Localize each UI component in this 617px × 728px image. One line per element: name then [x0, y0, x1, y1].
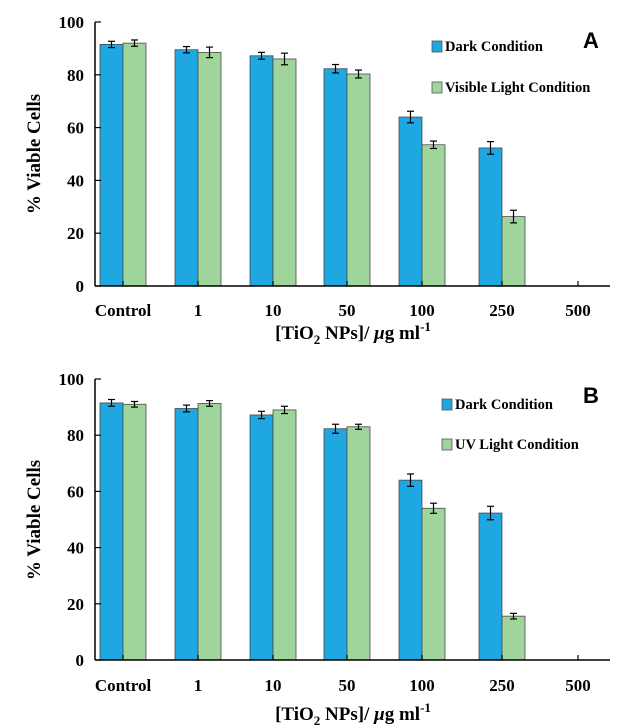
panel-label: A — [583, 28, 599, 53]
x-tick-labels: Control 1 10 50 100 250 500 — [95, 281, 591, 320]
bar-dark — [249, 414, 274, 661]
legend-swatch-dark — [431, 40, 443, 53]
y-tick-label: 80 — [67, 66, 84, 85]
y-tick-label: 0 — [76, 651, 85, 670]
error-bar — [206, 46, 213, 59]
y-tick-label: 60 — [67, 119, 84, 138]
y-ticks: 0 20 40 60 80 100 — [59, 13, 101, 296]
panel-label: B — [583, 383, 599, 408]
bar-dark — [99, 402, 124, 661]
legend-swatch-uv — [441, 438, 453, 451]
error-bar — [258, 51, 265, 60]
bar-dark — [398, 116, 423, 287]
bar-light — [346, 73, 371, 287]
x-tick-label: 10 — [265, 676, 282, 695]
bar-light — [122, 42, 147, 287]
x-tick-labels: Control 1 10 50 100 250 500 — [95, 655, 591, 695]
legend-label-dark: Dark Condition — [455, 397, 553, 413]
error-bar — [332, 423, 339, 434]
x-tick-label: 250 — [489, 301, 515, 320]
y-tick-label: 80 — [67, 426, 84, 445]
bar-light — [272, 409, 297, 661]
y-tick-label: 40 — [67, 171, 84, 190]
error-bar — [510, 209, 517, 224]
bar-dark — [398, 479, 423, 661]
error-bar — [281, 52, 288, 66]
bar-light — [421, 507, 446, 661]
error-bar — [510, 612, 517, 620]
error-bar — [131, 39, 138, 47]
bar-light — [501, 216, 526, 287]
bar-light — [197, 51, 222, 287]
error-bar — [407, 473, 414, 487]
x-axis-label: [TiO2 NPs]/ μg ml-1 — [275, 319, 431, 347]
legend-swatch-dark — [441, 398, 453, 411]
bar-light — [122, 403, 147, 661]
error-bar — [487, 140, 494, 155]
bar-dark — [323, 68, 348, 287]
bar-dark — [249, 55, 274, 287]
x-tick-label: 100 — [409, 301, 435, 320]
y-tick-label: 40 — [67, 539, 84, 558]
legend: Dark Condition UV Light Condition — [441, 397, 579, 453]
x-tick-label: 500 — [565, 301, 591, 320]
bar-dark — [478, 147, 503, 287]
legend: Dark Condition Visible Light Condition — [431, 39, 590, 96]
error-bar — [407, 110, 414, 124]
x-tick-label: 1 — [194, 676, 203, 695]
bar-light — [272, 58, 297, 287]
y-ticks: 0 20 40 60 80 100 — [59, 370, 101, 670]
error-bar — [183, 404, 190, 413]
bars — [99, 39, 526, 287]
bar-light — [346, 426, 371, 661]
x-tick-label: 10 — [265, 301, 282, 320]
error-bar — [430, 502, 437, 514]
error-bar — [206, 400, 213, 407]
bar-dark — [323, 428, 348, 661]
y-tick-label: 100 — [59, 13, 85, 32]
x-tick-label: Control — [95, 676, 152, 695]
error-bar — [108, 398, 115, 407]
chart-panel-b: B 0 20 40 60 80 100 Control 1 10 50 100 250 500 % V… — [24, 370, 610, 728]
error-bar — [430, 140, 437, 150]
chart-panel-a: A 0 20 40 60 80 100 Control 1 10 50 100 250 500 % V… — [24, 13, 610, 347]
legend-swatch-visible — [431, 81, 443, 94]
x-axis-label: [TiO2 NPs]/ μg ml-1 — [275, 700, 431, 728]
x-tick-label: 1 — [194, 301, 203, 320]
y-tick-label: 100 — [59, 370, 85, 389]
legend-label-uv: UV Light Condition — [455, 437, 579, 453]
bar-dark — [174, 408, 199, 661]
error-bar — [332, 63, 339, 74]
y-tick-label: 0 — [76, 277, 85, 296]
bar-light — [421, 144, 446, 287]
x-tick-label: 500 — [565, 676, 591, 695]
x-tick-label: 250 — [489, 676, 515, 695]
y-tick-label: 20 — [67, 224, 84, 243]
x-tick-label: 100 — [409, 676, 435, 695]
error-bar — [355, 69, 362, 79]
error-bar — [487, 505, 494, 521]
error-bar — [183, 45, 190, 54]
x-tick-label: 50 — [339, 301, 356, 320]
legend-label-dark: Dark Condition — [445, 39, 543, 55]
legend-label-visible: Visible Light Condition — [445, 80, 590, 96]
x-tick-label: Control — [95, 301, 152, 320]
bar-dark — [174, 49, 199, 287]
y-axis-label: % Viable Cells — [24, 460, 45, 580]
y-tick-label: 60 — [67, 482, 84, 501]
y-tick-label: 20 — [67, 595, 84, 614]
error-bar — [131, 400, 138, 408]
error-bar — [108, 40, 115, 49]
bar-light — [501, 615, 526, 661]
error-bar — [281, 405, 288, 415]
y-axis-label: % Viable Cells — [24, 94, 45, 214]
bar-dark — [99, 44, 124, 287]
error-bar — [355, 423, 362, 430]
x-tick-label: 50 — [339, 676, 356, 695]
bar-light — [197, 403, 222, 661]
bar-dark — [478, 512, 503, 661]
error-bar — [258, 410, 265, 420]
